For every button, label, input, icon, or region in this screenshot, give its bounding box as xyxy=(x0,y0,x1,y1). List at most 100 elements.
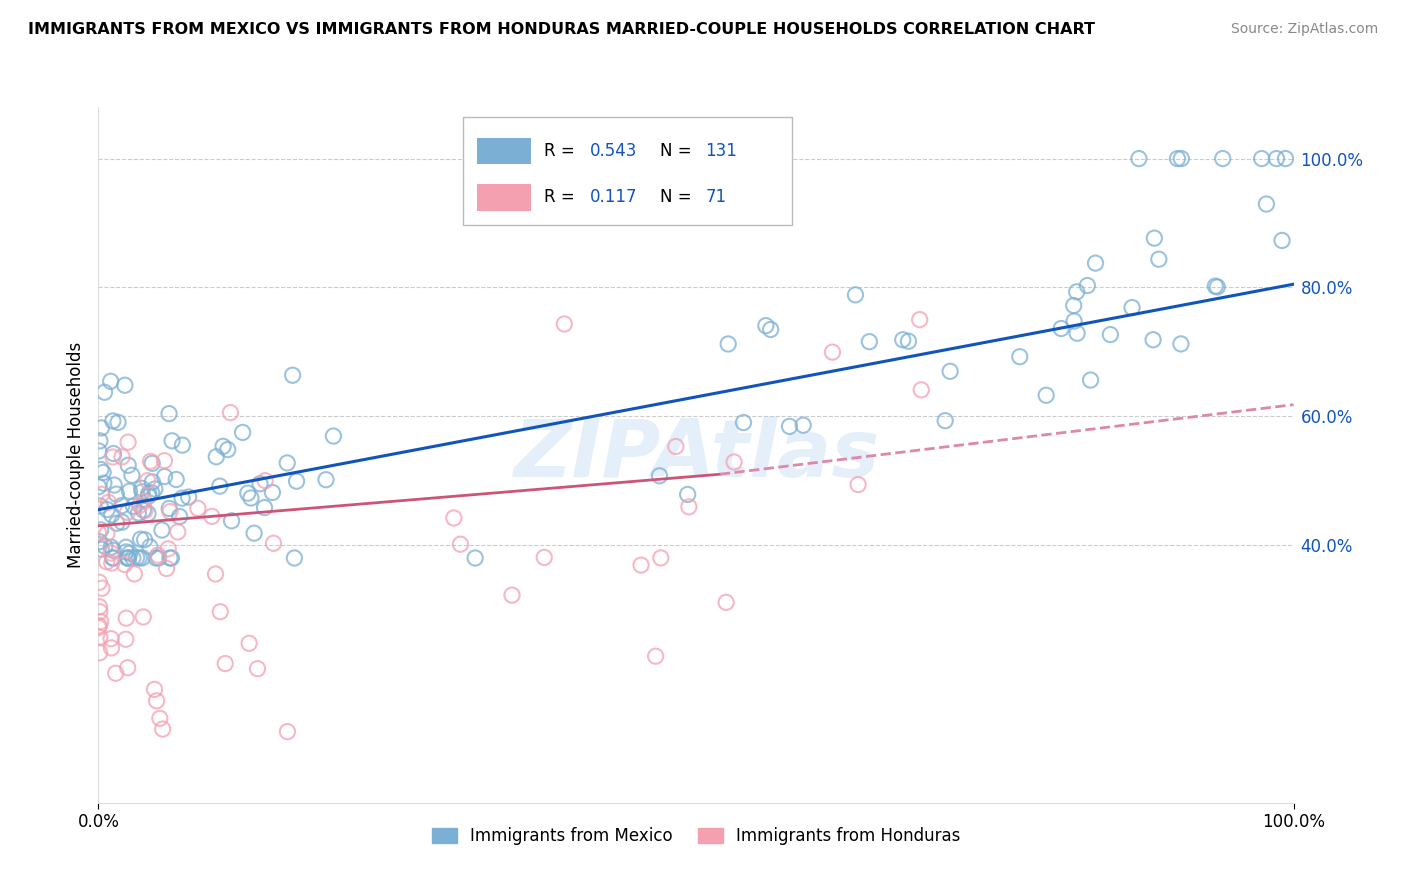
Point xyxy=(1035,388,1057,402)
Point xyxy=(759,322,782,336)
Point xyxy=(89,605,111,619)
Point xyxy=(464,551,486,566)
Point xyxy=(91,466,114,480)
Point xyxy=(897,334,920,349)
Point xyxy=(115,611,138,625)
Point xyxy=(165,473,187,487)
Point xyxy=(159,505,181,519)
Point xyxy=(138,489,160,503)
Y-axis label: Married-couple Households: Married-couple Households xyxy=(66,342,84,568)
Point xyxy=(1212,152,1234,166)
Text: IMMIGRANTS FROM MEXICO VS IMMIGRANTS FROM HONDURAS MARRIED-COUPLE HOUSEHOLDS COR: IMMIGRANTS FROM MEXICO VS IMMIGRANTS FRO… xyxy=(28,22,1095,37)
Point xyxy=(276,724,298,739)
Point xyxy=(139,540,162,554)
Point xyxy=(141,485,163,500)
Bar xyxy=(477,137,531,164)
Point xyxy=(443,511,465,525)
Point xyxy=(111,515,134,529)
Point xyxy=(172,491,194,505)
Point xyxy=(141,475,163,489)
Point xyxy=(93,476,115,491)
Point xyxy=(117,551,139,566)
Point xyxy=(910,383,932,397)
Point xyxy=(89,499,111,513)
Point xyxy=(103,551,125,566)
Text: N =: N = xyxy=(661,142,697,160)
Point xyxy=(650,550,672,565)
Point xyxy=(1256,197,1278,211)
Point xyxy=(169,509,191,524)
Point xyxy=(212,439,235,453)
Point xyxy=(136,507,159,521)
Point xyxy=(204,566,226,581)
Point xyxy=(232,425,254,440)
Point xyxy=(1274,152,1296,166)
Point xyxy=(187,501,209,516)
Point xyxy=(89,434,111,448)
Point xyxy=(1066,285,1088,299)
Point xyxy=(139,454,162,468)
Point xyxy=(122,500,145,514)
Point xyxy=(1080,373,1102,387)
Point xyxy=(533,550,555,565)
Text: ZIPAtlas: ZIPAtlas xyxy=(513,416,879,494)
Point xyxy=(89,630,111,644)
Point xyxy=(117,458,139,473)
Point xyxy=(100,508,122,522)
Point xyxy=(131,481,153,495)
Point xyxy=(131,484,153,499)
Point xyxy=(121,551,143,566)
Text: R =: R = xyxy=(544,142,581,160)
Point xyxy=(89,646,111,660)
Point xyxy=(1008,350,1031,364)
Point xyxy=(676,487,699,501)
Point xyxy=(201,509,224,524)
Point xyxy=(1166,152,1188,166)
Point xyxy=(714,595,737,609)
Point xyxy=(111,450,134,464)
Point xyxy=(717,337,740,351)
Point xyxy=(100,546,122,560)
Point xyxy=(115,545,138,559)
Point xyxy=(1063,299,1085,313)
Point xyxy=(208,479,231,493)
Point xyxy=(118,484,141,499)
Point xyxy=(1170,337,1192,351)
Point xyxy=(87,444,110,458)
Point xyxy=(1143,231,1166,245)
Point xyxy=(678,500,700,514)
Point xyxy=(87,621,110,635)
Point xyxy=(263,536,285,550)
Point xyxy=(1063,314,1085,328)
Point xyxy=(891,333,914,347)
Point xyxy=(93,385,115,400)
Text: Source: ZipAtlas.com: Source: ZipAtlas.com xyxy=(1230,22,1378,37)
Point xyxy=(150,523,173,537)
Point xyxy=(145,551,167,566)
Point xyxy=(136,474,159,488)
Point xyxy=(1265,152,1288,166)
Point xyxy=(90,523,112,537)
Text: R =: R = xyxy=(544,188,581,206)
Point xyxy=(132,610,155,624)
Point xyxy=(1170,152,1192,166)
Point xyxy=(103,446,125,460)
Point xyxy=(276,456,298,470)
Point xyxy=(733,416,755,430)
Point xyxy=(214,657,236,671)
Point xyxy=(117,551,139,566)
Point xyxy=(939,364,962,378)
Point xyxy=(96,526,118,541)
Point xyxy=(1084,256,1107,270)
Point xyxy=(157,501,180,516)
Point xyxy=(117,661,139,675)
Point xyxy=(117,505,139,519)
Point xyxy=(238,636,260,650)
Point xyxy=(90,615,112,629)
Point xyxy=(221,514,243,528)
Point xyxy=(117,435,139,450)
Point xyxy=(134,503,156,517)
Point xyxy=(166,524,188,539)
Point xyxy=(1066,326,1088,341)
Point xyxy=(755,318,778,333)
